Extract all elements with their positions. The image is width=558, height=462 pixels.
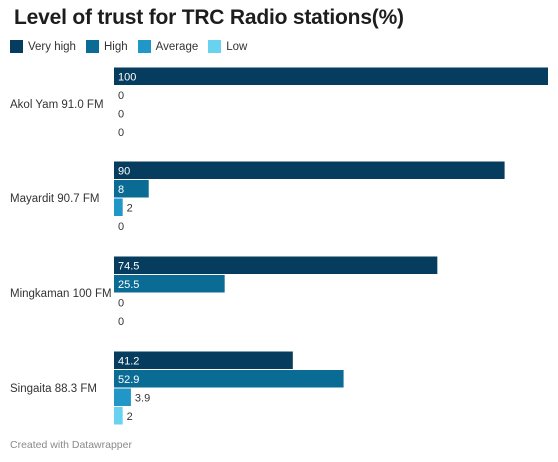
value-label-akol-yam-91-0-fm-average: 0 [118, 108, 124, 120]
value-label-mayardit-90-7-fm-average: 2 [127, 202, 133, 214]
value-label-mingkaman-100-fm-low: 0 [118, 316, 124, 328]
legend-item-very-high: Very high [10, 40, 76, 53]
legend-item-average: Average [137, 40, 199, 53]
legend-item-low: Low [208, 40, 247, 53]
category-label-mingkaman-100-fm: Mingkaman 100 FM [10, 288, 112, 300]
legend-swatch-low [208, 40, 222, 53]
bar-mingkaman-100-fm-very-high [114, 256, 438, 274]
bar-akol-yam-91-0-fm-very-high [114, 67, 548, 85]
value-label-singaita-88-3-fm-very-high: 41.2 [118, 355, 139, 367]
legend-label-high: High [103, 40, 128, 53]
footer-credit: Created with Datawrapper [10, 439, 132, 451]
value-label-akol-yam-91-0-fm-very-high: 100 [118, 71, 136, 83]
value-label-akol-yam-91-0-fm-high: 0 [118, 90, 124, 102]
bar-singaita-88-3-fm-high [114, 370, 344, 388]
category-label-akol-yam-91-0-fm: Akol Yam 91.0 FM [10, 99, 104, 111]
chart-title: Level of trust for TRC Radio stations(%) [14, 6, 404, 29]
bar-mayardit-90-7-fm-average [114, 198, 123, 216]
bar-mingkaman-100-fm-high [114, 275, 225, 293]
value-label-mayardit-90-7-fm-high: 8 [118, 184, 124, 196]
value-label-singaita-88-3-fm-average: 3.9 [135, 392, 150, 404]
value-label-mingkaman-100-fm-high: 25.5 [118, 279, 139, 291]
legend-swatch-very-high [10, 40, 23, 53]
bar-mayardit-90-7-fm-high [114, 180, 149, 198]
legend-label-low: Low [226, 40, 248, 53]
category-label-mayardit-90-7-fm: Mayardit 90.7 FM [10, 193, 99, 205]
legend: Very high High Average Low [10, 40, 257, 53]
value-label-mingkaman-100-fm-average: 0 [118, 297, 124, 309]
value-label-akol-yam-91-0-fm-low: 0 [118, 127, 124, 139]
legend-swatch-average [137, 40, 151, 53]
value-label-singaita-88-3-fm-high: 52.9 [118, 374, 139, 386]
bar-singaita-88-3-fm-very-high [114, 351, 293, 369]
legend-swatch-high [85, 40, 99, 53]
bar-mayardit-90-7-fm-very-high [114, 161, 505, 179]
bar-singaita-88-3-fm-average [114, 388, 131, 406]
legend-item-high: High [85, 40, 128, 53]
legend-label-average: Average [155, 40, 199, 53]
category-label-singaita-88-3-fm: Singaita 88.3 FM [10, 383, 97, 395]
value-label-singaita-88-3-fm-low: 2 [127, 411, 133, 423]
value-label-mayardit-90-7-fm-very-high: 90 [118, 165, 130, 177]
value-label-mayardit-90-7-fm-low: 0 [118, 221, 124, 233]
value-label-mingkaman-100-fm-very-high: 74.5 [118, 260, 139, 272]
bar-singaita-88-3-fm-low [114, 407, 123, 425]
legend-label-very-high: Very high [28, 40, 76, 53]
